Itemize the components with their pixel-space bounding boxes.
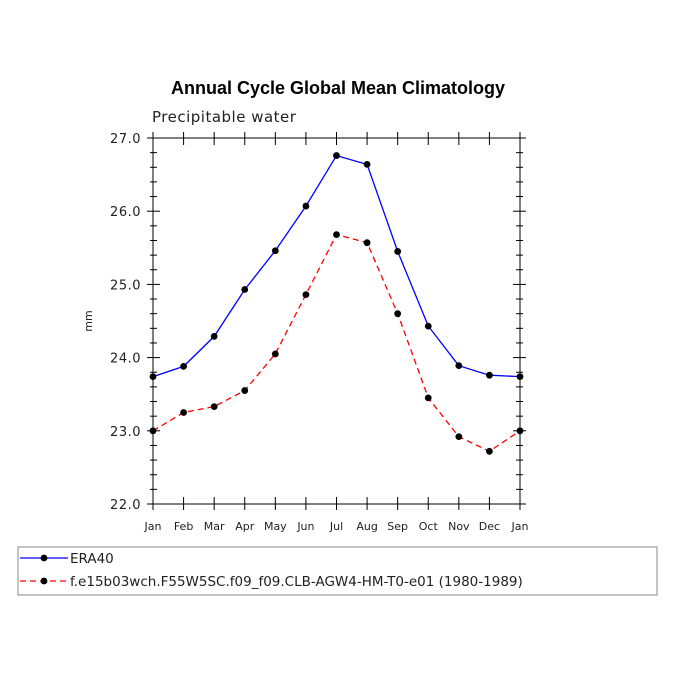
y-axis-label: mm bbox=[82, 310, 95, 331]
data-point-1 bbox=[180, 409, 187, 416]
chart-subtitle: Precipitable water bbox=[152, 108, 297, 126]
data-point-1 bbox=[516, 427, 524, 435]
data-point-1 bbox=[486, 447, 493, 455]
y-tick-label: 25.0 bbox=[110, 278, 141, 293]
data-point-1 bbox=[302, 291, 310, 299]
data-point-0 bbox=[271, 247, 279, 255]
legend-label-1: f.e15b03wch.F55W5SC.f09_f09.CLB-AGW4-HM-… bbox=[70, 574, 523, 590]
chart-title: Annual Cycle Global Mean Climatology bbox=[171, 78, 505, 98]
x-tick-label: Jul bbox=[329, 520, 343, 533]
x-ticks: Jan Feb Mar Apr May Jun Jul Aug Sep Oct Nov Dec Jan bbox=[144, 132, 529, 533]
x-tick-label: Oct bbox=[419, 520, 439, 533]
data-point-0 bbox=[241, 286, 249, 293]
legend-label-0: ERA40 bbox=[70, 551, 114, 567]
data-point-0 bbox=[333, 152, 340, 159]
data-point-0 bbox=[394, 248, 402, 255]
data-point-0 bbox=[424, 322, 432, 330]
data-point-1 bbox=[271, 350, 279, 358]
data-point-0 bbox=[455, 362, 463, 370]
y-tick-label: 22.0 bbox=[110, 498, 141, 513]
legend-box bbox=[17, 546, 658, 596]
series-line-0 bbox=[152, 154, 521, 378]
x-tick-label: Sep bbox=[387, 520, 408, 533]
x-tick-label: Aug bbox=[356, 520, 377, 533]
data-point-0 bbox=[363, 160, 371, 168]
data-point-1 bbox=[149, 427, 157, 435]
data-point-0 bbox=[149, 373, 157, 381]
series-layer bbox=[149, 152, 524, 455]
y-tick-label: 27.0 bbox=[110, 132, 141, 147]
x-tick-label: Jun bbox=[296, 520, 314, 533]
y-ticks: 22.0 23.0 24.0 25.0 26.0 27.0 bbox=[110, 132, 526, 513]
data-point-1 bbox=[210, 403, 218, 411]
y-tick-label: 24.0 bbox=[110, 352, 141, 367]
data-point-1 bbox=[394, 310, 402, 318]
plot-frame bbox=[152, 137, 521, 505]
data-point-1 bbox=[455, 433, 463, 441]
y-tick-label: 26.0 bbox=[110, 205, 141, 220]
x-tick-label: Jan bbox=[144, 520, 162, 533]
data-point-1 bbox=[333, 231, 340, 239]
x-tick-label: Feb bbox=[174, 520, 193, 533]
legend-marker-1 bbox=[40, 577, 48, 585]
legend-marker-0 bbox=[40, 554, 48, 562]
legend: ERA40 f.e15b03wch.F55W5SC.f09_f09.CLB-AGW… bbox=[17, 546, 658, 596]
data-point-1 bbox=[241, 387, 249, 394]
x-tick-label: Dec bbox=[479, 520, 500, 533]
x-tick-label: May bbox=[264, 520, 287, 533]
y-tick-label: 23.0 bbox=[110, 425, 141, 440]
data-point-0 bbox=[180, 362, 187, 370]
data-point-0 bbox=[302, 202, 310, 210]
x-tick-label: Mar bbox=[204, 520, 225, 533]
data-point-0 bbox=[516, 373, 524, 381]
data-point-0 bbox=[486, 371, 493, 379]
data-point-1 bbox=[363, 239, 371, 247]
x-tick-label: Nov bbox=[448, 520, 470, 533]
x-tick-label: Apr bbox=[235, 520, 255, 533]
data-point-0 bbox=[210, 332, 218, 340]
x-tick-label: Jan bbox=[511, 520, 529, 533]
data-point-1 bbox=[424, 394, 432, 402]
